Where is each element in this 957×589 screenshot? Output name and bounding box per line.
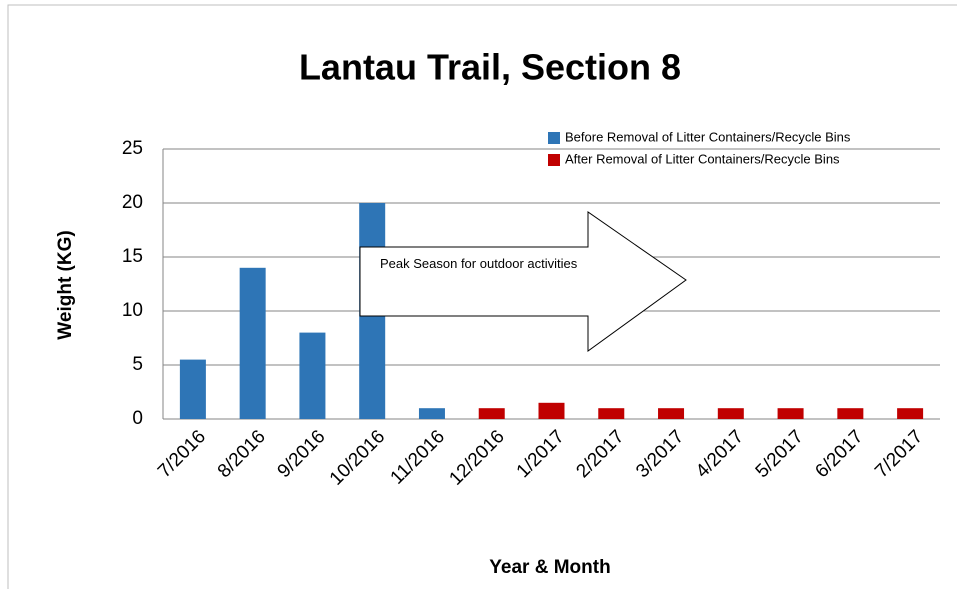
bar [538,402,565,419]
legend-swatch [548,132,560,144]
bar [837,408,864,419]
legend-label: After Removal of Litter Containers/Recyc… [565,151,840,166]
y-tick-label: 15 [122,246,143,267]
x-axis-label: Year & Month [489,557,610,578]
bar [897,408,924,419]
bar [658,408,685,419]
bar [179,359,206,419]
bar [717,408,744,419]
bar [598,408,625,419]
chart-title: Lantau Trail, Section 8 [299,47,681,88]
bar [478,408,505,419]
y-tick-label: 10 [122,300,143,321]
y-tick-label: 0 [132,408,143,429]
legend-label: Before Removal of Litter Containers/Recy… [565,129,851,144]
annotation-arrow [359,211,687,352]
bar [239,267,266,419]
legend-swatch [548,154,560,166]
y-tick-label: 5 [132,354,143,375]
y-tick-label: 25 [122,138,143,159]
annotation-text: Peak Season for outdoor activities [380,256,578,271]
bar [777,408,804,419]
annotation-box: Peak Season for outdoor activities [380,256,578,271]
bar [418,408,445,419]
y-tick-label: 20 [122,192,143,213]
y-axis-label: Weight (KG) [55,230,76,339]
bar [299,332,326,419]
